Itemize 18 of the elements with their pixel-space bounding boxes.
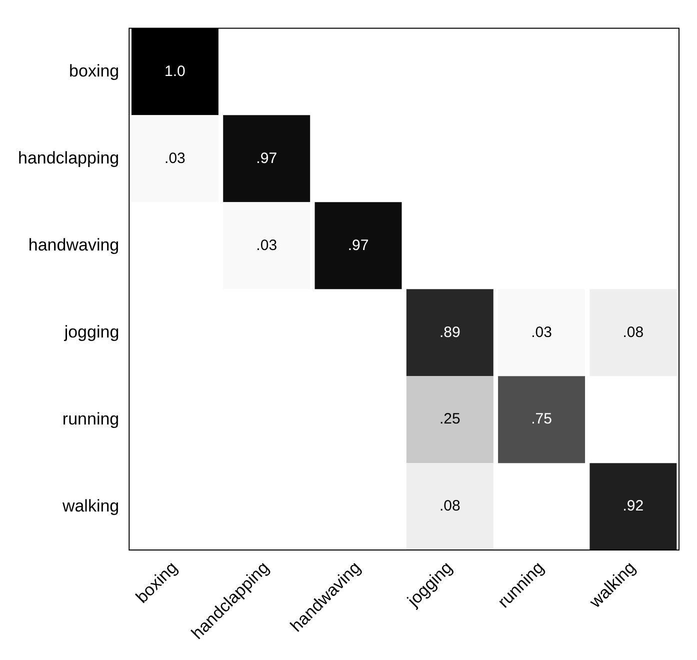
data-label: 1.0 xyxy=(164,62,186,80)
data-label: .08 xyxy=(439,498,460,515)
y-tick-label: handclapping xyxy=(18,148,120,168)
data-label: .97 xyxy=(256,150,278,167)
data-label: .03 xyxy=(531,324,552,341)
data-label: .92 xyxy=(622,498,644,515)
data-label: .75 xyxy=(531,410,552,428)
data-label: .89 xyxy=(439,324,460,341)
data-label: .03 xyxy=(164,150,186,167)
data-label: .03 xyxy=(256,236,278,254)
data-label: .25 xyxy=(439,410,460,428)
y-tick-label: walking xyxy=(61,496,120,516)
y-tick-label: jogging xyxy=(63,322,120,342)
y-tick-label: running xyxy=(62,409,120,428)
data-label: .97 xyxy=(348,236,369,254)
data-label: .08 xyxy=(622,324,644,341)
y-tick-label: boxing xyxy=(69,61,120,80)
y-tick-label: handwaving xyxy=(28,235,120,254)
